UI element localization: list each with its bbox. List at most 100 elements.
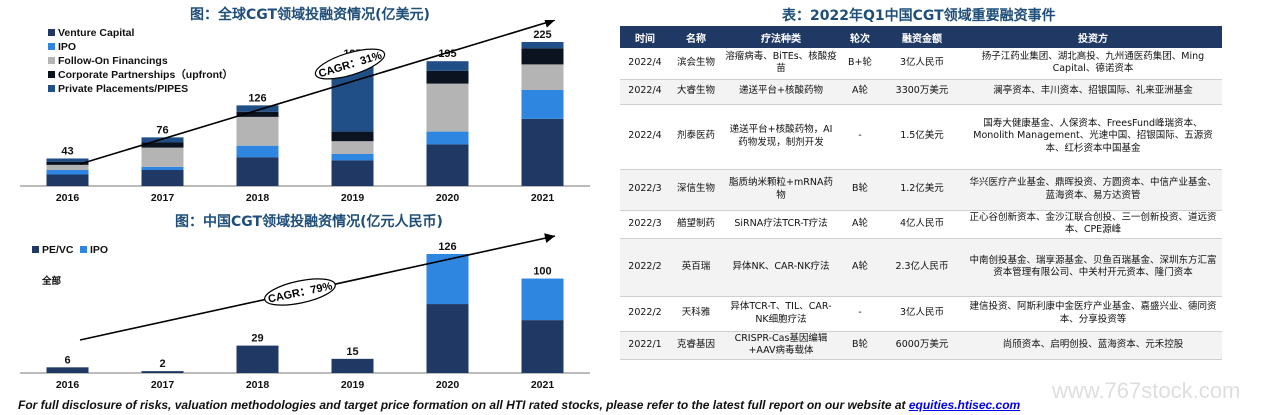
bar-2019-series-0 [331, 358, 374, 373]
cell-round: A轮 [840, 79, 880, 105]
legend-swatch-3 [48, 71, 55, 78]
total-label-2017: 76 [156, 124, 168, 136]
x-tick-2019: 2019 [341, 192, 365, 204]
bar-2020-series-0 [426, 144, 469, 186]
bar-2020-series-0 [426, 304, 469, 373]
cell-name: 大睿生物 [670, 79, 722, 105]
cell-investors: 正心谷创新资本、金沙江联合创投、三一创新投资、道远资本、CPE源峰 [964, 210, 1222, 239]
total-label-2016: 6 [64, 354, 70, 366]
bar-2019-series-2 [331, 141, 374, 154]
legend-swatch-1 [80, 246, 87, 253]
bar-2017-series-0 [141, 371, 184, 373]
cell-investors: 扬子江药业集团、湖北高投、九州通医药集团、Ming Capital、德诺资本 [964, 48, 1222, 80]
china-chart-title: 图：中国CGT领域投融资情况(亿元人民币) [175, 214, 443, 230]
legend-swatch-4 [48, 85, 55, 92]
cell-therapy: SiRNA疗法TCR-T疗法 [722, 210, 840, 239]
cell-investors: 华兴医疗产业基金、鼎晖投资、方圆资本、中信产业基金、蓝海资本、易方达资管 [964, 169, 1222, 211]
bar-2017-series-3 [141, 142, 184, 148]
cell-date: 2022/2 [620, 238, 670, 297]
header-therapy: 疗法种类 [722, 26, 840, 48]
table-row: 2022/2 英百瑞 异体NK、CAR-NK疗法 A轮 2.3亿人民币 中南创投基金、瑞享… [620, 238, 1222, 297]
cell-round: A轮 [840, 210, 880, 239]
cell-amount: 3亿人民币 [880, 48, 964, 80]
bar-2018-series-0 [236, 157, 279, 186]
global-financing-chart: 4320167620171262018195201919520202252021… [20, 20, 590, 204]
bar-2018-series-3 [236, 111, 279, 117]
bar-2016-series-4 [46, 158, 89, 162]
legend-swatch-1 [48, 43, 55, 50]
x-tick-2017: 2017 [151, 192, 175, 204]
bar-2020-series-1 [426, 254, 469, 305]
bar-2020-series-4 [426, 61, 469, 71]
legend-label-0: Venture Capital [58, 27, 135, 39]
financing-events-table-panel: 时间 名称 疗法种类 轮次 融资金额 投资方 2022/4 滨会生物 溶瘤病毒、Bi… [620, 26, 1222, 360]
x-tick-2016: 2016 [56, 192, 80, 204]
cell-amount: 3亿人民币 [880, 296, 964, 332]
bar-2018-series-0 [236, 345, 279, 373]
cell-name: 天科雅 [670, 296, 722, 332]
cell-investors: 中南创投基金、瑞享源基金、贝鱼百瑞基金、深圳东方汇富资本管理有限公司、中关村开元… [964, 238, 1222, 297]
bar-2019-series-0 [331, 160, 374, 186]
trend-arrow-line [79, 20, 556, 165]
legend-label-1: IPO [90, 244, 108, 256]
trend-arrow-head [544, 20, 555, 28]
bar-2016-series-0 [46, 174, 89, 186]
bar-2020-series-2 [426, 83, 469, 132]
cell-round: - [840, 104, 880, 170]
cell-therapy: 异体TCR-T、TIL、CAR-NK细胞疗法 [722, 296, 840, 332]
x-tick-2017: 2017 [151, 379, 175, 391]
cell-name: 克睿基因 [670, 331, 722, 360]
bar-2021-series-4 [521, 42, 564, 49]
x-tick-2020: 2020 [436, 379, 460, 391]
bar-2021-series-2 [521, 64, 564, 90]
header-name: 名称 [670, 26, 722, 48]
cell-investors: 建信投资、阿斯利康中金医疗产业基金、嘉盛兴业、德同资本、分享投资等 [964, 296, 1222, 332]
x-tick-2018: 2018 [246, 192, 270, 204]
bar-2021-series-0 [521, 118, 564, 186]
x-tick-2016: 2016 [56, 379, 80, 391]
bar-2017-series-4 [141, 137, 184, 143]
china-financing-chart: 620162201729201815201912620201002021CAGR… [20, 233, 590, 391]
bar-2018-series-4 [236, 105, 279, 112]
cagr-ellipse [314, 48, 386, 80]
cell-round: - [840, 296, 880, 332]
header-investors: 投资方 [964, 26, 1222, 48]
legend-label-4: Private Placements/PIPES [58, 83, 188, 95]
trend-arrow-head [544, 233, 555, 244]
cell-round: A轮 [840, 238, 880, 297]
total-label-2018: 29 [251, 333, 263, 345]
watermark: www.767stock.com [1052, 378, 1241, 403]
bar-2018-series-1 [236, 145, 279, 158]
footer-text: For full disclosure of risks, valuation … [18, 398, 909, 412]
cell-therapy: 溶瘤病毒、BiTEs、核酸疫苗 [722, 48, 840, 80]
bar-2016-series-0 [46, 367, 89, 373]
bar-2021-series-3 [521, 48, 564, 65]
cell-amount: 2.3亿人民币 [880, 238, 964, 297]
cell-investors: 国寿大健康基金、人保资本、FreesFund峰瑞资本、Monolith Mana… [964, 104, 1222, 170]
total-label-2020: 126 [438, 241, 456, 253]
x-tick-2018: 2018 [246, 379, 270, 391]
cell-therapy: 异体NK、CAR-NK疗法 [722, 238, 840, 297]
bar-2021-series-1 [521, 278, 564, 321]
cell-name: 滨会生物 [670, 48, 722, 80]
website-link[interactable]: equities.htisec.com [908, 398, 1021, 412]
legend-swatch-0 [32, 246, 39, 253]
cell-name: 剂泰医药 [670, 104, 722, 170]
cell-therapy: 递送平台+核酸药物，AI药物发现，制剂开发 [722, 104, 840, 170]
bar-2020-series-3 [426, 70, 469, 84]
header-round: 轮次 [840, 26, 880, 48]
legend-label-3: Corporate Partnerships（upfront） [58, 68, 233, 81]
table-row: 2022/3 深信生物 脂质纳米颗粒+mRNA药物 B轮 1.2亿美元 华兴医疗产业基金、… [620, 169, 1222, 211]
table-row: 2022/4 滨会生物 溶瘤病毒、BiTEs、核酸疫苗 B+轮 3亿人民币 扬子江药业集团… [620, 48, 1222, 80]
cell-date: 2022/4 [620, 79, 670, 105]
cell-amount: 1.2亿美元 [880, 169, 964, 211]
legend-swatch-0 [48, 29, 55, 36]
cell-amount: 6000万美元 [880, 331, 964, 360]
disclosure-footer: For full disclosure of risks, valuation … [18, 398, 1020, 412]
table-row: 2022/4 剂泰医药 递送平台+核酸药物，AI药物发现，制剂开发 -1.5亿美元 国寿… [620, 104, 1222, 170]
cell-investors: 尚颀资本、启明创投、蓝海资本、元禾控股 [964, 331, 1222, 360]
cell-therapy: 递送平台+核酸药物 [722, 79, 840, 105]
cell-round: B+轮 [840, 48, 880, 80]
cell-round: B轮 [840, 169, 880, 211]
legend-label-2: Follow-On Financings [58, 55, 168, 67]
